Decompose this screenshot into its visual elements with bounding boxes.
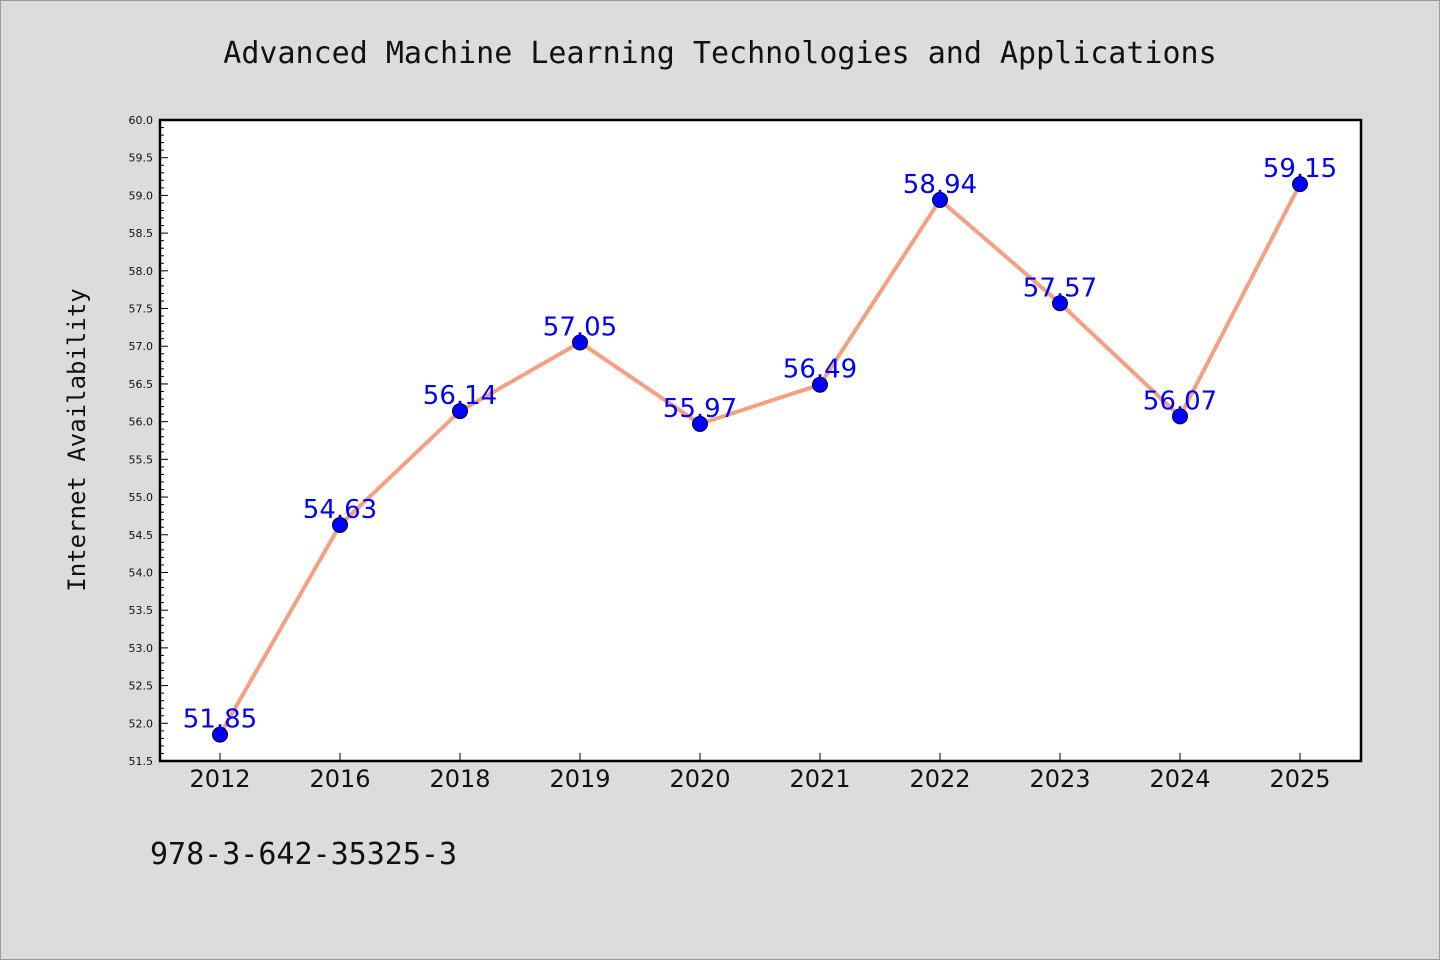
y-tick-label: 54.5 [129,529,154,542]
data-label: 51.85 [183,705,257,735]
y-tick-label: 60.0 [129,114,154,127]
y-tick-label: 51.5 [129,755,154,768]
series-line-group [218,182,1302,737]
x-tick-label: 2024 [1149,765,1210,793]
x-tick-label: 2016 [309,765,370,793]
data-point [1052,295,1068,312]
markers-group [212,176,1308,743]
y-tick-label: 53.0 [129,642,154,655]
data-label: 56.14 [423,381,497,411]
y-tick-label: 57.0 [129,340,154,353]
y-tick-label: 59.5 [129,152,154,165]
y-tick-label: 55.5 [129,453,154,466]
data-label: 55.97 [663,394,737,424]
data-label: 57.57 [1023,273,1097,303]
x-tick-label: 2021 [789,765,850,793]
y-axis: 51.5 52.0 52.5 53.0 53.5 54.0 54.5 55.0 55.5 56.0… [129,114,168,768]
data-label: 57.05 [543,312,617,342]
y-tick-label: 56.5 [129,378,154,391]
series-line [218,182,1302,737]
data-label: 56.49 [783,355,857,385]
data-point [452,403,468,420]
y-tick-label: 54.0 [129,566,154,579]
x-axis: 2012 2016 2018 2019 2020 2021 2022 2023 2024 2025 [189,753,1331,793]
x-tick-label: 2020 [669,765,730,793]
data-point [1292,176,1308,193]
chart-title: Advanced Machine Learning Technologies a… [223,36,1216,71]
data-point [812,376,828,393]
data-point [1172,408,1188,425]
y-tick-label: 52.0 [129,717,154,730]
x-tick-label: 2019 [549,765,610,793]
data-point [572,334,588,351]
x-tick-label: 2012 [189,765,250,793]
y-tick-label: 59.0 [129,189,154,202]
y-tick-label: 53.5 [129,604,154,617]
x-tick-label: 2023 [1029,765,1090,793]
data-label: 54.63 [303,495,377,525]
data-point [692,415,708,432]
x-tick-label: 2025 [1269,765,1330,793]
y-tick-label: 58.5 [129,227,154,240]
data-label: 59.15 [1263,154,1337,184]
data-labels-group: 51.85 54.63 56.14 57.05 55.97 56.49 58.94 57.57… [183,154,1337,735]
x-tick-label: 2022 [909,765,970,793]
y-tick-label: 58.0 [129,265,154,278]
data-point [332,516,348,533]
x-tick-label: 2018 [429,765,490,793]
data-point [932,191,948,208]
y-axis-label: Internet Availability [63,288,91,591]
plot-area [158,118,1363,763]
y-tick-label: 55.0 [129,491,154,504]
data-label: 56.07 [1143,386,1217,416]
y-tick-label: 52.5 [129,680,154,693]
data-point [212,726,228,743]
y-tick-label: 57.5 [129,303,154,316]
data-label: 58.94 [903,170,977,200]
isbn-text: 978-3-642-35325-3 [150,837,457,872]
y-tick-label: 56.0 [129,416,154,429]
